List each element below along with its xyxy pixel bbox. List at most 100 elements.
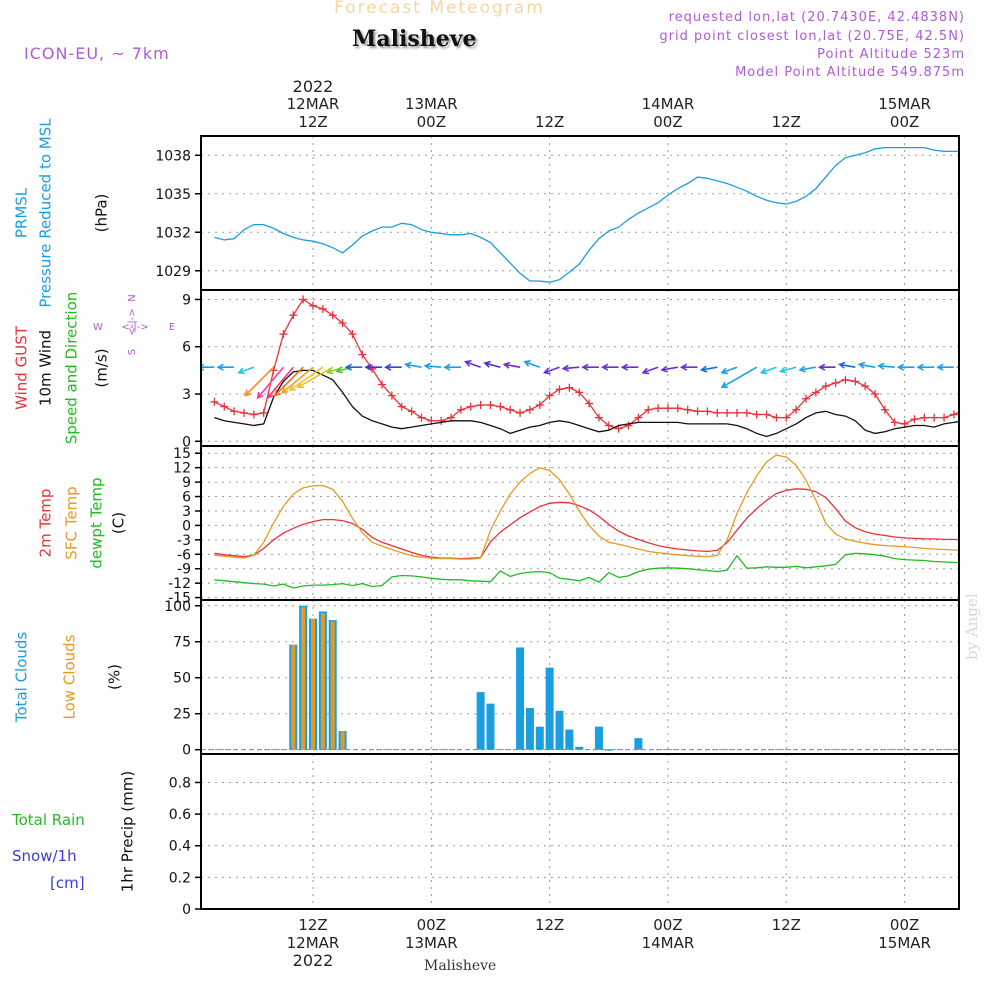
wind-arrow-head xyxy=(581,363,589,371)
wind-arrow xyxy=(759,366,777,375)
y-axis-label: Pressure Reduced to MSL xyxy=(37,118,55,308)
gust-marker xyxy=(634,413,643,422)
wind-arrow xyxy=(857,361,876,369)
wind-arrow xyxy=(266,366,294,400)
y-tick-label: -12 xyxy=(168,576,191,592)
compass-west: W xyxy=(93,322,103,333)
y-tick-label: 3 xyxy=(182,387,191,403)
clouds-bar-total xyxy=(486,703,495,750)
wind-arrow xyxy=(955,365,959,369)
wind-arrow-head xyxy=(620,363,629,371)
wind-arrow xyxy=(581,363,599,371)
wind-arrow xyxy=(483,360,501,368)
y-tick-label: 1035 xyxy=(155,187,191,203)
gust-marker xyxy=(259,408,268,417)
precip-panel: 0 0.2 0.4 0.6 0.8 1hr Precip (mm) Total Rain Sn… xyxy=(11,753,960,918)
wind-arrow-shaft xyxy=(244,366,275,397)
pressure-plot-area xyxy=(214,146,959,283)
y-tick-label: 1029 xyxy=(155,264,191,280)
clouds-bar-low xyxy=(301,607,306,750)
wind-arrow xyxy=(877,362,895,370)
wind-arrow xyxy=(817,363,836,371)
gust-marker xyxy=(782,413,791,422)
clouds-bar-total xyxy=(594,726,603,750)
point-altitude: Point Altitude 523m xyxy=(817,47,965,62)
gust-marker xyxy=(920,413,929,422)
location-title: Malisheve xyxy=(352,26,477,52)
y-tick-label: 0.6 xyxy=(169,807,191,823)
wind-arrow-head xyxy=(877,362,885,370)
wind-arrow xyxy=(936,363,954,371)
model-point-altitude: Model Point Altitude 549.875m xyxy=(735,65,965,80)
pressure-frame xyxy=(200,135,960,291)
y-tick-label: 75 xyxy=(173,635,191,651)
wind-line-10m xyxy=(214,369,959,438)
clouds-bar-low xyxy=(311,618,315,750)
gust-marker xyxy=(378,380,387,389)
y-tick-label: 0 xyxy=(182,902,191,918)
wind-arrow-head xyxy=(344,363,352,371)
footer-station-label: Malisheve xyxy=(424,958,497,974)
wind-arrow xyxy=(720,366,738,375)
wind-arrow-shaft xyxy=(761,366,777,374)
requested-coords: requested lon,lat (20.7430E, 42.4838N) xyxy=(668,10,965,25)
gust-marker xyxy=(387,391,396,400)
wind-arrow-shaft xyxy=(274,366,304,397)
gust-marker xyxy=(970,404,978,412)
wind-arrow-head xyxy=(720,381,729,389)
gust-marker xyxy=(289,311,298,320)
pressure-line-series xyxy=(214,146,959,283)
wind-arrow-head xyxy=(273,389,281,397)
wind-arrow-shaft xyxy=(238,366,255,374)
gust-marker xyxy=(644,405,653,414)
gust-marker xyxy=(732,408,741,417)
gust-marker xyxy=(456,405,465,414)
gust-marker xyxy=(663,404,672,413)
bottom-time-label: 13MAR xyxy=(405,934,458,952)
wind-arrow-shaft xyxy=(484,362,501,368)
wind-arrow-shaft xyxy=(799,366,816,371)
wind-arrow xyxy=(620,363,639,371)
gust-marker xyxy=(851,377,860,386)
gust-marker xyxy=(683,405,692,414)
gust-marker xyxy=(723,408,732,417)
y-axis-label: (%) xyxy=(106,664,124,690)
y-axis-label: (C) xyxy=(110,512,128,534)
wind-arrow xyxy=(542,366,560,375)
wind-arrow-head xyxy=(502,361,511,369)
temperature-plot-area xyxy=(214,454,959,589)
gust-marker xyxy=(604,421,613,430)
gust-marker xyxy=(338,319,347,328)
gust-marker xyxy=(545,391,554,400)
precip-frame xyxy=(200,753,960,910)
gust-marker xyxy=(496,402,505,411)
wind-arrow-head xyxy=(660,365,669,373)
clouds-bar-low xyxy=(320,612,325,750)
clouds-bar-total xyxy=(604,749,613,751)
compass-south: S xyxy=(127,349,138,355)
wind-arrow-head xyxy=(857,361,866,369)
wind-arrow-shaft xyxy=(721,366,738,374)
y-tick-label: 1032 xyxy=(155,225,191,241)
wind-arrow-head xyxy=(817,363,826,371)
gust-marker xyxy=(960,406,968,414)
gust-marker xyxy=(516,408,525,417)
y-tick-label: 3 xyxy=(182,504,191,520)
y-tick-label: 12 xyxy=(173,461,191,477)
wind-arrow-shaft xyxy=(721,366,758,388)
wind-arrow xyxy=(660,365,678,373)
y-tick-label: 0.4 xyxy=(169,839,191,855)
clouds-bar-total xyxy=(634,738,643,750)
gust-marker xyxy=(239,408,248,417)
clouds-bar-total xyxy=(565,729,574,750)
y-tick-label: 25 xyxy=(173,707,191,723)
gust-marker xyxy=(792,405,801,414)
top-time-label: 00Z xyxy=(653,113,682,131)
wind-arrow-shaft xyxy=(465,360,481,368)
y-tick-label: 15 xyxy=(173,446,191,462)
wind-arrow xyxy=(798,365,816,373)
snow-label: Snow/1h xyxy=(12,847,77,865)
bottom-time-label: 00Z xyxy=(890,916,919,934)
top-time-label: 12Z xyxy=(535,113,564,131)
wind-arrow xyxy=(502,361,521,369)
